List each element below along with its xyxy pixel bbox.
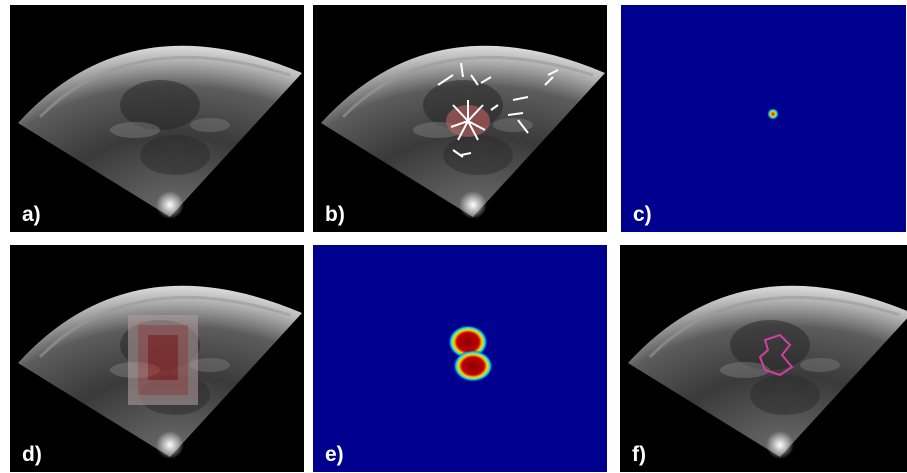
panel-a: a)	[10, 5, 304, 232]
panel-label: a)	[22, 203, 41, 226]
panel-f: f)	[620, 245, 907, 472]
panel-label: d)	[22, 443, 42, 466]
panel-label: b)	[325, 203, 345, 226]
panel-label: f)	[632, 443, 646, 466]
patch-overlay	[128, 315, 198, 405]
panel-label: c)	[633, 203, 652, 226]
page: a) b) c) d) e) f)	[0, 0, 907, 473]
panel-label: e)	[325, 443, 344, 466]
figure: a) b) c) d) e) f)	[0, 0, 907, 473]
panel-e: e)	[313, 245, 607, 472]
panel-b: b)	[313, 5, 607, 232]
panel-d: d)	[10, 245, 304, 472]
panel-c: c)	[621, 5, 906, 232]
